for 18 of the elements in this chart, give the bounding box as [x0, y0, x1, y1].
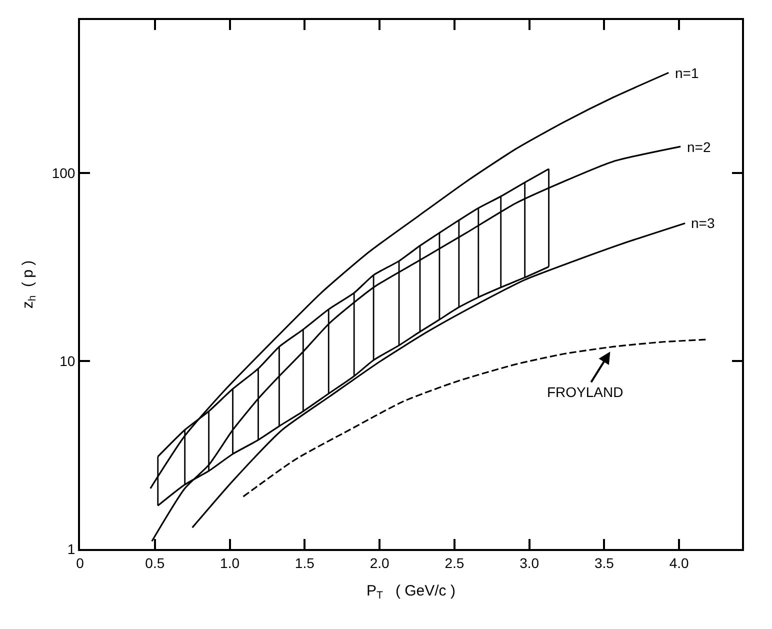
x-axis-title: P$_{T}$ ( GeV/c ): [366, 582, 456, 602]
x-tick-label: 2.5: [444, 554, 464, 571]
series-label: n=1: [675, 65, 699, 81]
x-tick-label: 3.0: [520, 554, 540, 571]
series-label: n=3: [691, 215, 715, 231]
x-tick-label: 4.0: [669, 554, 690, 571]
series-label: n=2: [687, 139, 711, 155]
x-tick-label: 0.5: [145, 554, 165, 571]
annotation: FROYLAND: [547, 384, 624, 400]
y-tick-label: 1: [67, 540, 76, 557]
y-tick-label: 10: [60, 352, 76, 369]
x-tick-label: 1.0: [220, 554, 240, 571]
x-tick-label: 1.5: [294, 554, 315, 571]
x-tick-label: 2.0: [370, 554, 390, 571]
x-tick-label: 0: [76, 554, 84, 571]
line-series: [242, 338, 708, 498]
x-tick-label: 3.5: [594, 554, 614, 571]
y-tick-label: 100: [52, 164, 76, 181]
